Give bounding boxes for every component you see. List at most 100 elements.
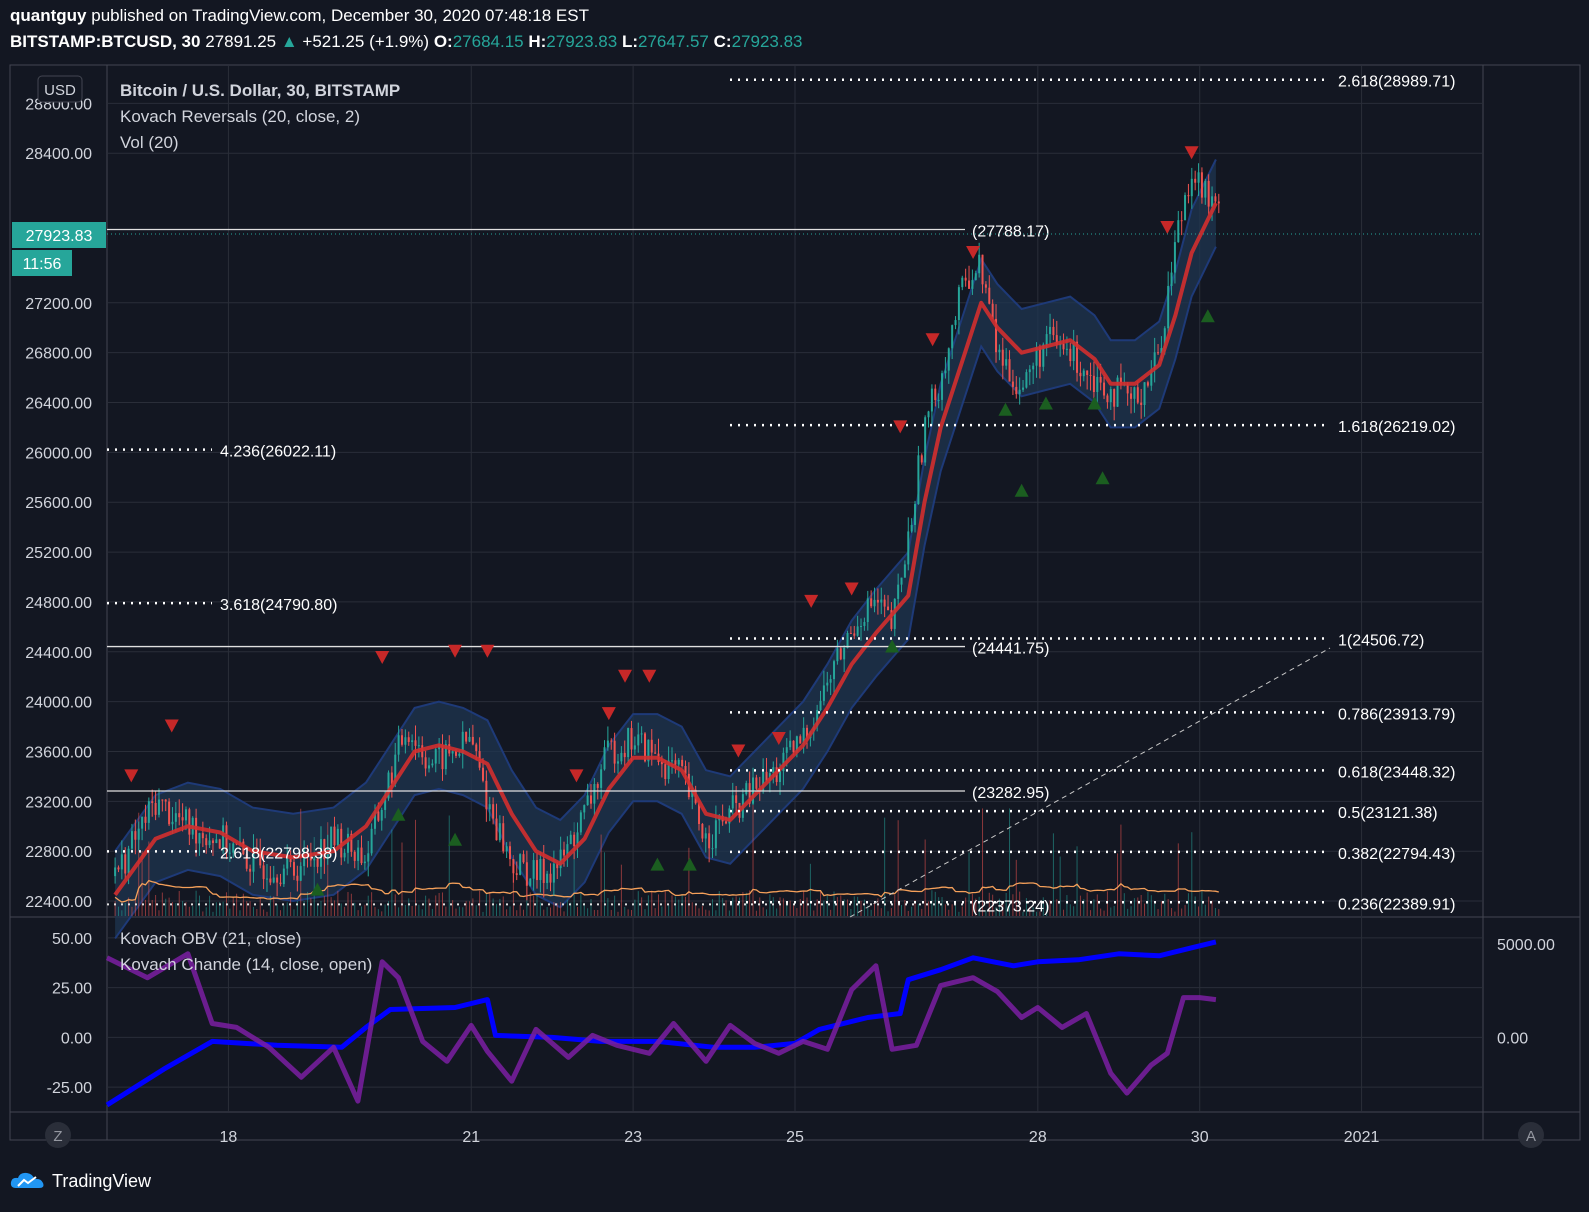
- indicator-tick-label: 25.00: [52, 981, 92, 998]
- legend-indicator-volume[interactable]: Vol (20): [120, 133, 179, 152]
- candle-body: [1089, 374, 1092, 376]
- publish-info: published on TradingView.com, December 3…: [91, 6, 589, 25]
- price-tick-label: 22800.00: [25, 844, 92, 861]
- price-tick-label: 26000.00: [25, 445, 92, 462]
- candle-body: [130, 831, 133, 849]
- candle-body: [373, 811, 376, 829]
- fib-label: 4.236(26022.11): [220, 444, 336, 461]
- candle-body: [1173, 242, 1176, 273]
- candle-body: [299, 866, 302, 881]
- auto-scale-left-button[interactable]: [45, 1122, 71, 1148]
- candle-body: [883, 599, 886, 607]
- candle-body: [404, 737, 407, 745]
- price-tick-label: 24000.00: [25, 695, 92, 712]
- candle-body: [552, 863, 555, 883]
- candle-body: [397, 735, 400, 755]
- candle-body: [218, 839, 221, 849]
- candle-body: [323, 839, 326, 860]
- candle-body: [1072, 341, 1075, 362]
- candle-body: [471, 736, 474, 745]
- sell-signal-marker: [164, 719, 179, 733]
- candle-body: [424, 757, 427, 769]
- candle-body: [930, 388, 933, 412]
- candle-body: [782, 752, 785, 772]
- candle-body: [957, 287, 960, 321]
- candle-body: [286, 854, 289, 869]
- candle-body: [984, 284, 987, 288]
- candle-body: [1211, 196, 1214, 207]
- candle-body: [1214, 196, 1217, 202]
- author-name[interactable]: quantguy: [10, 6, 87, 25]
- candle-body: [1194, 178, 1197, 183]
- candle-body: [860, 625, 863, 627]
- candle-body: [569, 834, 572, 845]
- candle-body: [1022, 387, 1025, 390]
- time-tick-label: 25: [786, 1129, 804, 1146]
- candle-body: [698, 803, 701, 824]
- candle-body: [184, 809, 187, 821]
- candle-body: [704, 833, 707, 839]
- sell-signal-marker: [844, 582, 859, 596]
- basis-line: [113, 202, 1218, 896]
- candle-body: [1045, 334, 1048, 345]
- candle-body: [431, 763, 434, 766]
- indicator-tick-label: 50.00: [52, 931, 92, 948]
- candle-body: [866, 598, 869, 623]
- candle-body: [1180, 220, 1183, 222]
- candle-body: [451, 751, 454, 754]
- price-tick-label: 25600.00: [25, 495, 92, 512]
- symbol-label[interactable]: BITSTAMP:BTCUSD, 30: [10, 32, 201, 51]
- candle-body: [853, 633, 856, 636]
- candle-body: [1099, 377, 1102, 383]
- candle-body: [529, 878, 532, 886]
- candle-body: [573, 834, 576, 847]
- candle-body: [937, 399, 940, 401]
- candle-body: [654, 752, 657, 754]
- currency-button[interactable]: [37, 75, 83, 103]
- candle-body: [350, 833, 353, 852]
- candle-body: [400, 735, 403, 745]
- candle-body: [316, 858, 319, 867]
- candle-body: [755, 777, 758, 789]
- chart-frame: [9, 64, 1581, 1141]
- candle-body: [225, 825, 228, 853]
- candle-body: [647, 739, 650, 762]
- candle-body: [1008, 359, 1011, 382]
- candle-body: [971, 280, 974, 289]
- fib-label: 0.618(23448.32): [1338, 764, 1455, 781]
- candle-body: [620, 752, 623, 762]
- buy-signal-marker: [650, 857, 665, 871]
- candle-body: [411, 740, 414, 742]
- candle-body: [492, 804, 495, 819]
- candle-body: [1116, 377, 1119, 407]
- candle-body: [475, 744, 478, 752]
- candle-body: [417, 745, 420, 747]
- indicator-tick-label: 0.00: [61, 1030, 92, 1047]
- candle-body: [1055, 335, 1058, 346]
- candle-body: [468, 736, 471, 742]
- buy-signal-marker: [885, 639, 900, 653]
- auto-scale-right-button[interactable]: [1518, 1122, 1544, 1148]
- candle-body: [873, 599, 876, 607]
- candle-body: [1136, 387, 1139, 403]
- candle-body: [498, 823, 501, 841]
- legend-indicator-obv[interactable]: Kovach OBV (21, close): [120, 929, 301, 948]
- sell-signal-marker: [893, 420, 908, 434]
- time-tick-label: 21: [462, 1129, 480, 1146]
- candle-body: [1163, 328, 1166, 349]
- legend-indicator-reversals[interactable]: Kovach Reversals (20, close, 2): [120, 107, 360, 126]
- buy-signal-marker: [682, 857, 697, 871]
- buy-signal-marker: [1087, 396, 1102, 410]
- candle-body: [667, 760, 670, 780]
- candle-body: [802, 727, 805, 744]
- legend-indicator-chande[interactable]: Kovach Chande (14, close, open): [120, 955, 372, 974]
- fib-trend-line[interactable]: [849, 647, 1331, 918]
- open-label: O:: [433, 32, 453, 51]
- candle-body: [124, 854, 127, 874]
- candle-body: [205, 838, 208, 846]
- tradingview-footer[interactable]: TradingView: [10, 1170, 151, 1192]
- high-label: H:: [528, 32, 547, 51]
- candle-body: [954, 320, 957, 326]
- candle-body: [897, 584, 900, 599]
